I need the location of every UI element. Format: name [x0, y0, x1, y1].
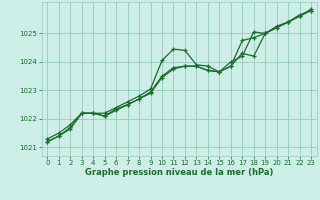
X-axis label: Graphe pression niveau de la mer (hPa): Graphe pression niveau de la mer (hPa)	[85, 168, 273, 177]
